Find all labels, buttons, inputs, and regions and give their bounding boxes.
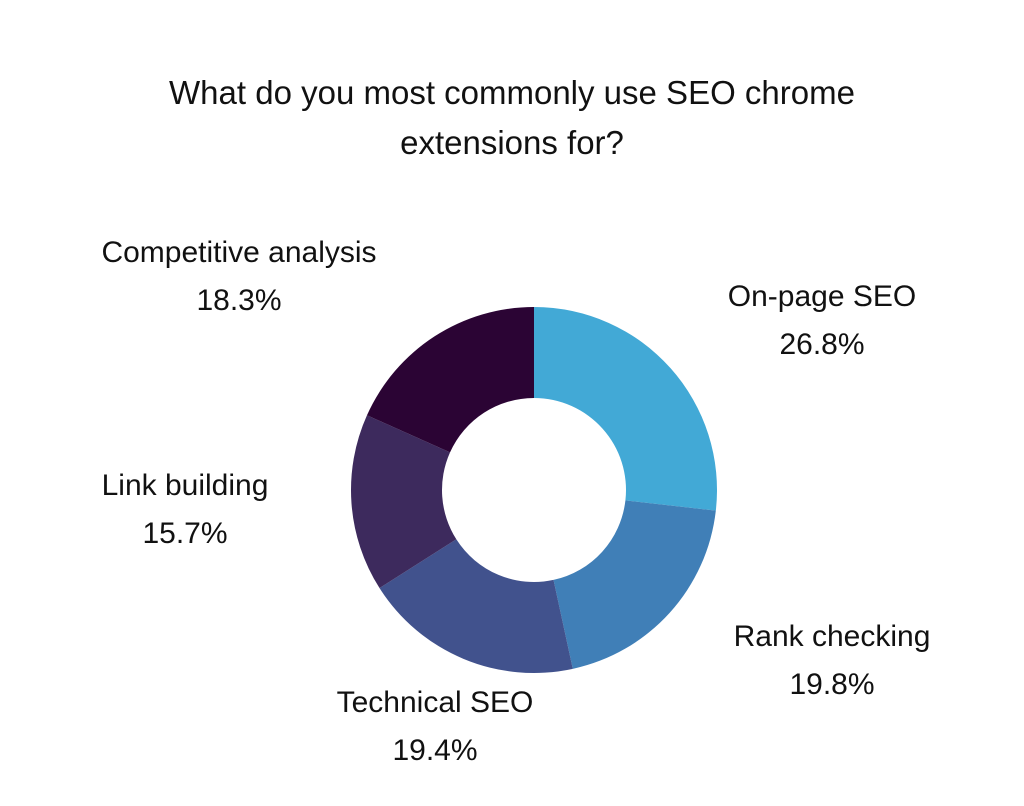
slice-rank-checking [553, 500, 716, 669]
value-label: 26.8% [779, 328, 865, 361]
chart-title-line-1: What do you most commonly use SEO chrome [169, 74, 855, 111]
category-label: Link building [101, 469, 269, 502]
chart-title: What do you most commonly use SEO chrome… [0, 68, 1024, 168]
slice-label-link-building: Link building 15.7% [102, 462, 269, 558]
value-label: 19.4% [392, 734, 478, 767]
value-label: 18.3% [196, 284, 282, 317]
slice-link-building [351, 415, 457, 589]
category-label: Technical SEO [336, 686, 534, 719]
slice-label-on-page-seo: On-page SEO 26.8% [728, 273, 916, 369]
category-label: Competitive analysis [101, 236, 377, 269]
slice-technical-seo [379, 539, 573, 673]
slice-on-page-seo [534, 307, 717, 511]
value-label: 15.7% [142, 517, 228, 550]
value-label: 19.8% [789, 668, 875, 701]
slice-competitive-analysis [366, 307, 534, 453]
slice-label-competitive-analysis: Competitive analysis 18.3% [101, 229, 376, 325]
slice-label-rank-checking: Rank checking 19.8% [734, 613, 931, 709]
chart-title-line-2: extensions for? [400, 124, 624, 161]
category-label: Rank checking [733, 620, 931, 653]
slice-label-technical-seo: Technical SEO 19.4% [337, 679, 534, 775]
category-label: On-page SEO [727, 280, 917, 313]
